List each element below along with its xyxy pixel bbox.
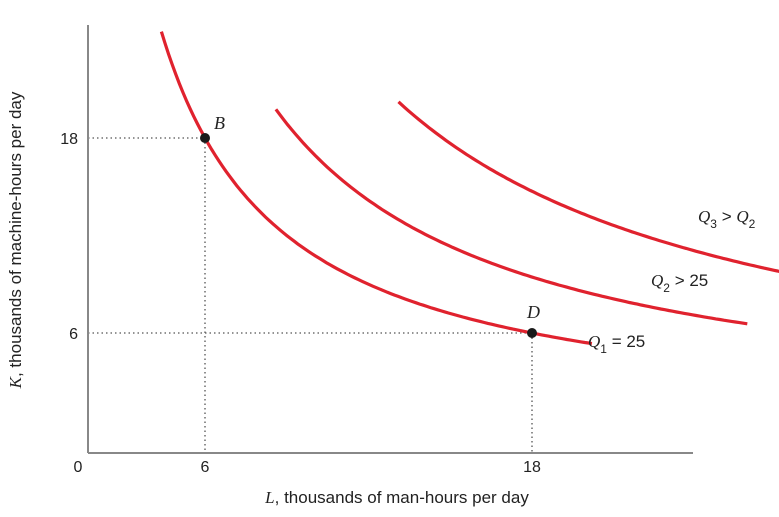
isoquant-curve-3: [397, 100, 779, 274]
point-label-b: B: [214, 113, 225, 133]
isoquant-curve-2: [274, 108, 748, 326]
x-axis-label-var: L: [264, 488, 274, 507]
curve-label-q3-sub2: 2: [749, 217, 756, 231]
curve-label-q1-sub: 1: [600, 342, 607, 356]
curve-label-q2: Q2 > 25: [651, 271, 708, 295]
curve-label-q3-var2: Q: [736, 207, 748, 226]
curve-label-q3-sub: 3: [710, 217, 717, 231]
curve-label-q1-var: Q: [588, 332, 600, 351]
y-axis-label: K, thousands of machine-hours per day: [6, 91, 25, 389]
guide-lines: [88, 137, 533, 453]
x-tick-6: 6: [201, 459, 210, 476]
curve-label-q1: Q1 = 25: [588, 332, 645, 356]
curve-label-q2-var: Q: [651, 271, 663, 290]
curve-label-q3-var: Q: [698, 207, 710, 226]
isoquant-curves: [159, 31, 779, 346]
x-tick-18: 18: [523, 459, 541, 476]
y-axis-label-var: K: [6, 375, 25, 389]
point-b: [200, 133, 210, 143]
y-tick-6: 6: [69, 326, 78, 343]
curve-label-q1-rest: = 25: [607, 332, 645, 351]
points: [200, 133, 537, 338]
curve-label-q3-rest: >: [717, 207, 736, 226]
isoquant-curve-1: [159, 31, 593, 346]
origin-label: 0: [74, 459, 83, 476]
y-tick-18: 18: [60, 131, 78, 148]
x-axis-label-rest: , thousands of man-hours per day: [275, 488, 530, 507]
x-axis-label: L, thousands of man-hours per day: [264, 488, 529, 507]
curve-label-q2-sub: 2: [663, 281, 670, 295]
point-label-d: D: [526, 302, 540, 322]
curve-label-q2-rest: > 25: [670, 271, 708, 290]
y-axis-label-rest: , thousands of machine-hours per day: [6, 91, 25, 377]
point-d: [527, 328, 537, 338]
curve-label-q3: Q3 > Q2: [698, 207, 756, 231]
